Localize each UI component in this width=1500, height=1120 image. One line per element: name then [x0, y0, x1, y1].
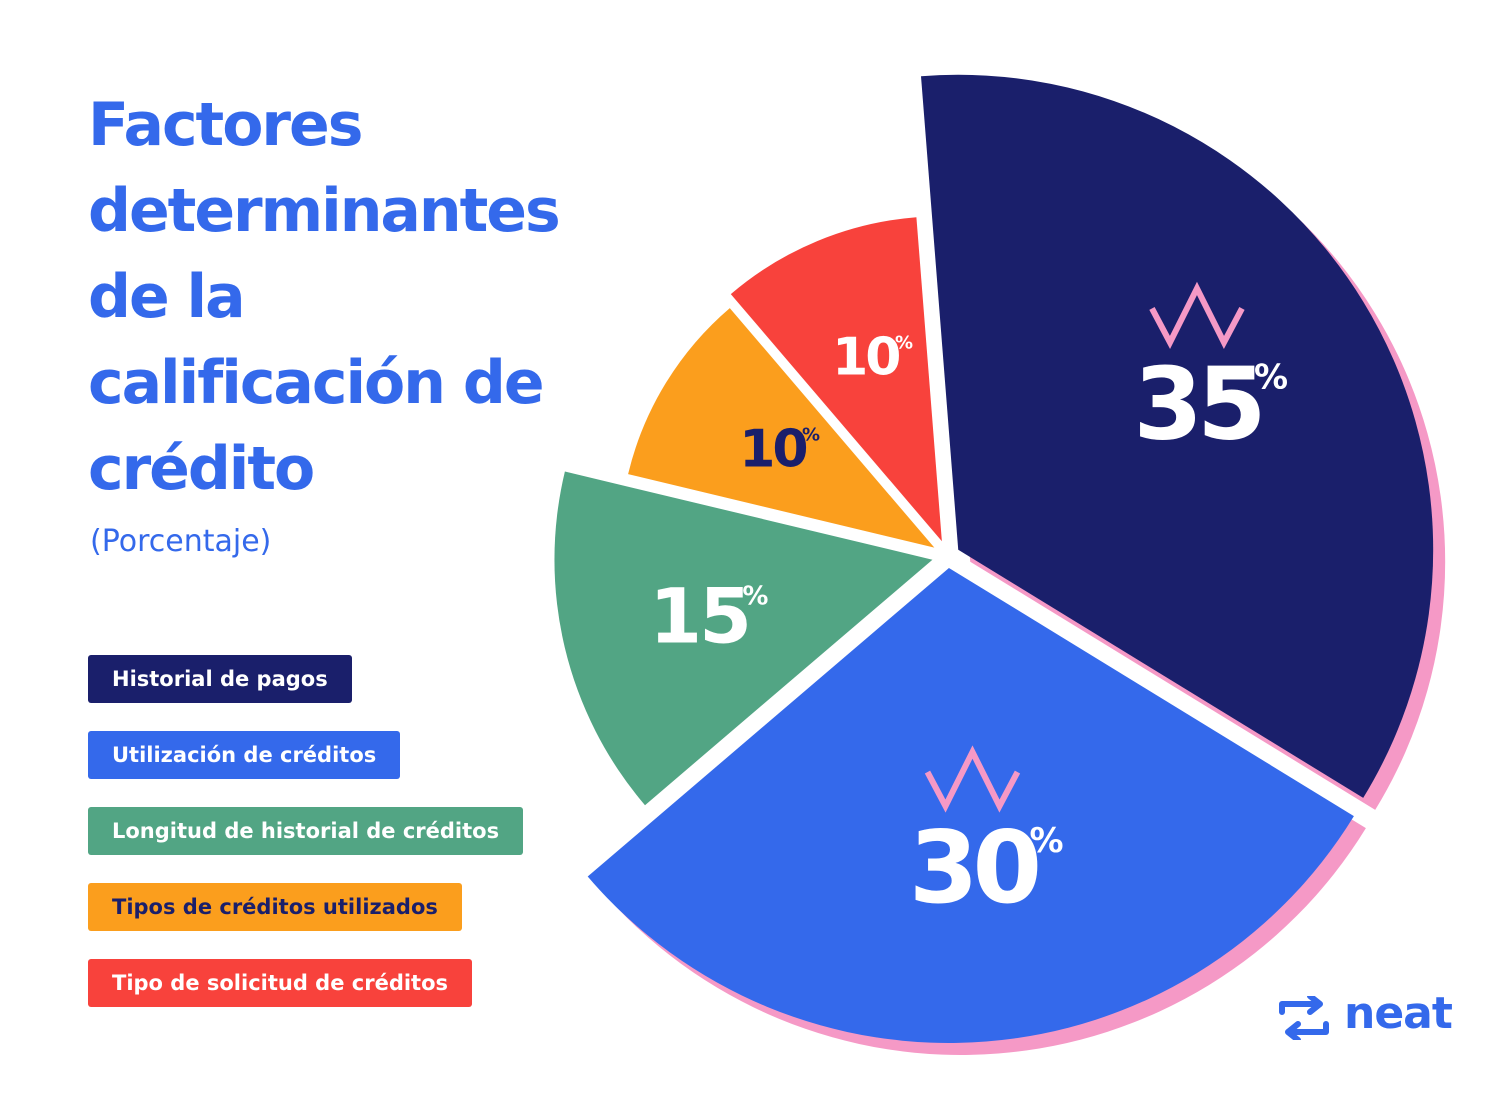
pie-slice-tipo-de-solicitud	[730, 217, 942, 542]
slice-percent-sign: %	[742, 581, 768, 611]
legend-item-historial-de-pagos: Historial de pagos	[88, 655, 352, 703]
legend-item-tipo-de-solicitud: Tipo de solicitud de créditos	[88, 959, 473, 1007]
slice-percent-sign: %	[1254, 357, 1288, 397]
slice-value-label: 10	[739, 420, 806, 480]
chart-subtitle: (Porcentaje)	[90, 524, 272, 559]
slice-value-label: 15	[649, 571, 749, 660]
legend-item-longitud-de-historial: Longitud de historial de créditos	[88, 807, 524, 855]
slice-percent-sign: %	[802, 425, 820, 446]
legend-item-tipos-de-creditos: Tipos de créditos utilizados	[88, 883, 462, 931]
slice-value-label: 30	[909, 809, 1038, 926]
slice-percent-sign: %	[895, 333, 913, 354]
slice-percent-sign: %	[1030, 821, 1064, 861]
neat-logo: neat	[1274, 988, 1453, 1044]
neat-logo-icon	[1279, 993, 1329, 1043]
pie-slice-tipos-de-creditos	[628, 308, 935, 548]
pie-slice-historial-de-pagos	[921, 74, 1434, 798]
legend-item-utilizacion-de-creditos: Utilización de créditos	[88, 731, 401, 779]
pie-slice-longitud-de-historial	[554, 471, 933, 806]
slice-value-label: 10	[832, 328, 899, 388]
neat-logo-text: neat	[1344, 988, 1453, 1039]
crown-icon	[924, 745, 1021, 813]
pie-slice-utilizacion-de-creditos	[587, 567, 1354, 1043]
chart-title: Factores determinantes de la calificació…	[88, 90, 561, 504]
slice-value-label: 35	[1133, 345, 1260, 462]
crown-icon	[1149, 281, 1245, 349]
